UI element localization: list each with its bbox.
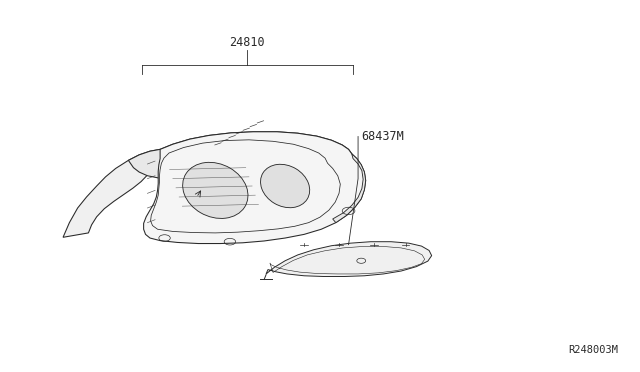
Polygon shape [143, 132, 365, 244]
Polygon shape [63, 149, 160, 237]
Ellipse shape [182, 162, 248, 218]
Text: R248003M: R248003M [568, 344, 618, 355]
Polygon shape [129, 132, 353, 182]
Polygon shape [266, 242, 431, 276]
Ellipse shape [260, 164, 310, 208]
Text: 68437M: 68437M [361, 130, 404, 143]
Text: 24810: 24810 [229, 36, 265, 49]
Polygon shape [333, 154, 365, 223]
